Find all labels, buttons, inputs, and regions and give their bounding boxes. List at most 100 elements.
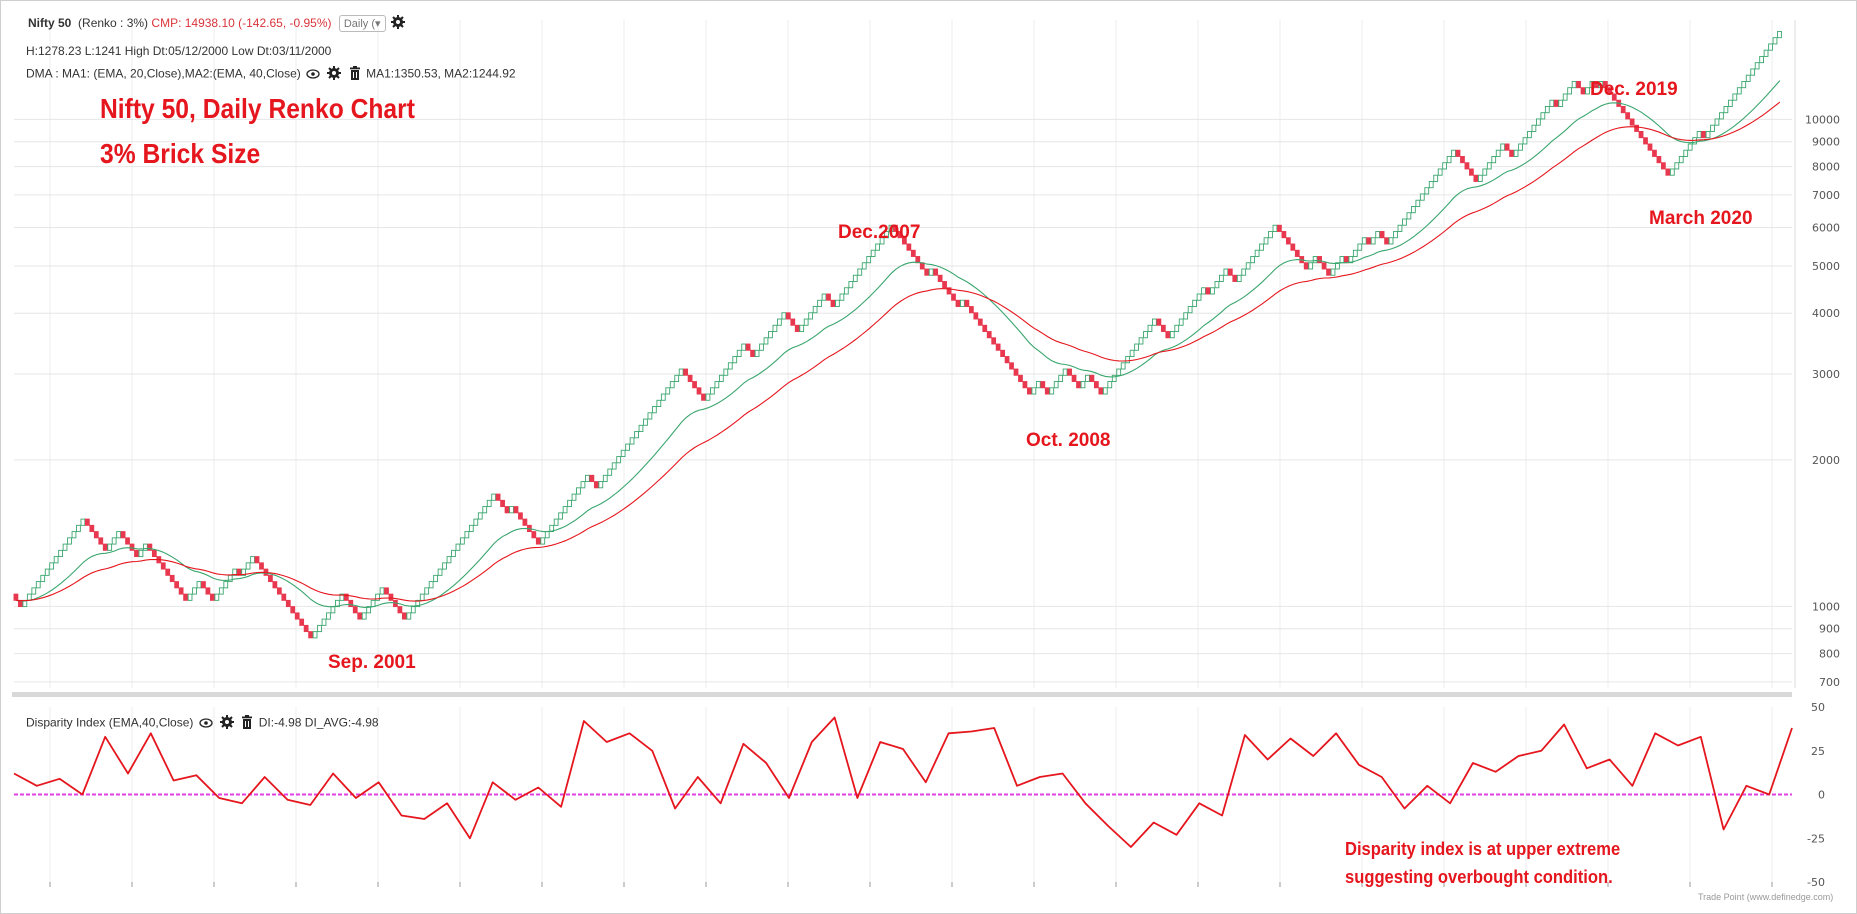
annotation-march2020: March 2020 [1649,208,1753,229]
up-brick [1768,43,1773,51]
annotation-dec2019: Dec. 2019 [1590,79,1678,100]
up-brick [705,393,711,401]
up-brick [1687,143,1693,151]
up-brick [656,399,662,407]
up-brick [1777,30,1782,39]
up-brick [1727,99,1733,107]
up-brick [406,612,412,620]
up-brick [714,381,720,389]
panel-separator [12,692,1792,697]
up-brick [1125,356,1131,364]
down-brick [129,543,135,551]
down-brick [183,593,188,601]
up-brick [1446,156,1452,164]
eye-icon[interactable] [199,717,213,731]
trash-icon[interactable] [241,715,253,732]
down-brick [290,606,296,614]
up-brick [326,612,331,620]
down-brick [785,312,791,320]
up-brick [817,299,822,307]
down-brick [1165,331,1171,339]
up-brick [192,587,197,595]
down-brick [1629,118,1635,126]
down-brick [504,506,510,514]
chart-header: Nifty 50 (Renko : 3%) CMP: 14938.10 (-14… [28,15,407,32]
down-brick [1607,87,1613,95]
up-brick [651,406,657,414]
up-brick [1236,274,1242,282]
up-brick [1035,381,1041,389]
up-brick [375,593,380,601]
up-brick [428,581,434,589]
up-brick [482,506,488,514]
y-tick-label: 800 [1819,648,1840,661]
di-note-line2: suggesting overbought condition. [1345,867,1613,887]
up-brick [67,537,72,545]
down-brick [165,568,171,576]
up-brick [1732,93,1738,101]
up-brick [884,231,889,239]
up-brick [1272,224,1278,232]
up-brick [870,249,876,257]
up-brick [415,599,421,608]
up-brick [35,581,41,589]
up-brick [1058,374,1064,382]
up-brick [1111,374,1117,382]
trash-icon[interactable] [349,66,361,83]
up-brick [71,531,77,539]
up-brick [330,606,336,614]
up-brick [1080,381,1086,389]
dropdown-icon: ▾ [375,18,381,30]
up-brick [477,512,483,520]
down-brick [995,343,1001,351]
down-brick [205,587,211,595]
down-brick [1285,237,1291,245]
up-brick [777,318,782,326]
up-brick [1085,374,1090,382]
up-brick [861,262,867,270]
up-brick [321,618,327,626]
down-brick [937,274,943,282]
down-brick [1464,162,1470,170]
up-brick [1187,306,1193,314]
up-brick [665,387,671,395]
up-brick [241,568,247,576]
up-brick [1143,331,1148,339]
down-brick [1303,262,1309,270]
y-tick-label: 6000 [1812,221,1840,234]
up-brick [1406,212,1412,220]
settings-icon[interactable] [220,715,235,732]
up-brick [1558,99,1564,107]
up-brick [1129,349,1135,357]
up-brick [732,356,738,364]
eye-icon[interactable] [306,68,320,82]
down-brick [120,531,126,539]
up-brick [1352,249,1358,257]
down-brick [1294,249,1300,257]
timeframe-select[interactable]: Daily (▾ [338,15,386,32]
up-brick [763,337,769,345]
up-brick [138,549,144,558]
up-brick [781,312,787,320]
up-brick [1562,93,1568,101]
up-brick [1750,68,1756,76]
up-brick [1147,324,1153,332]
up-brick [580,481,586,489]
settings-icon[interactable] [327,66,342,83]
up-brick [366,606,372,614]
y-tick-label: 8000 [1812,161,1840,174]
symbol-label: Nifty 50 [28,16,72,30]
up-brick [1402,218,1407,226]
up-brick [1263,237,1269,245]
cmp-label: CMP: 14938.10 (-142.65, -0.95%) [151,16,332,30]
down-brick [384,587,389,595]
y-tick-label: 4000 [1812,307,1840,320]
down-brick [1504,143,1510,151]
up-brick [58,549,63,558]
dma-values: MA1:1350.53, MA2:1244.92 [366,66,516,81]
settings-icon[interactable] [390,15,405,32]
down-brick [1027,387,1032,395]
up-brick [812,306,818,314]
down-brick [500,499,505,508]
